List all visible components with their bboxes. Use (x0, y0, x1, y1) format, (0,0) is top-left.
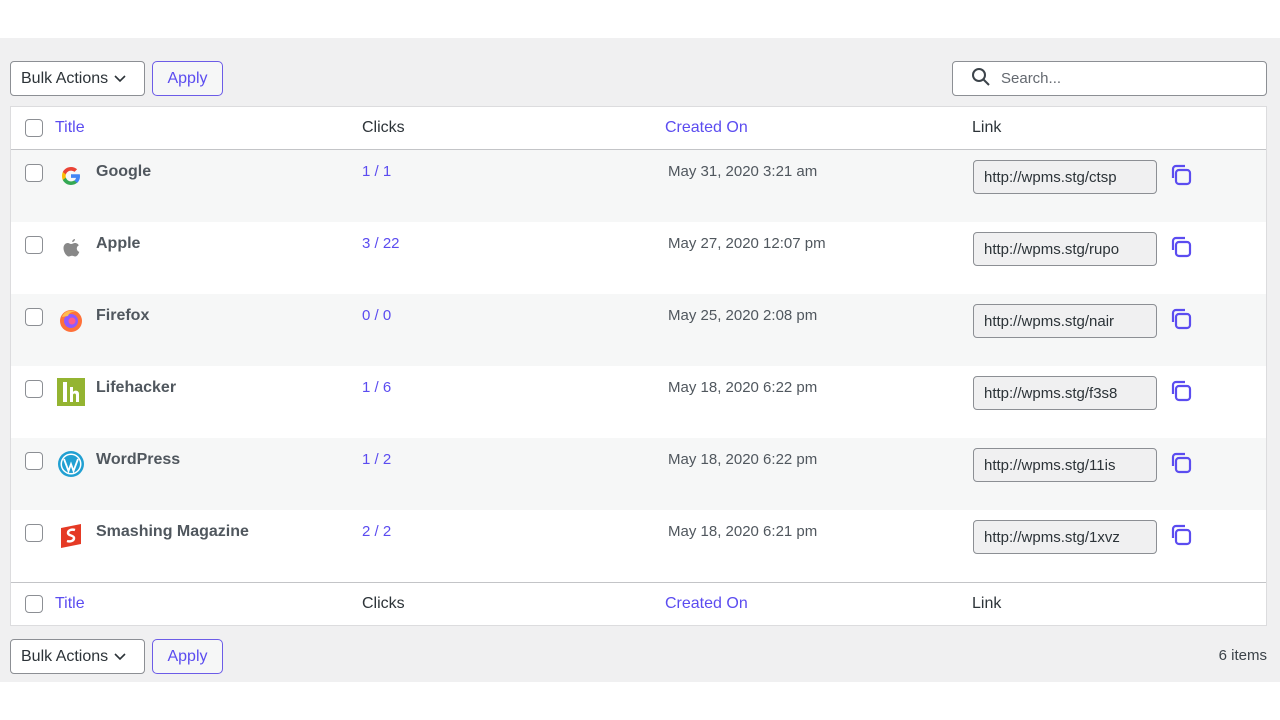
wordpress-icon (57, 450, 85, 478)
column-created-on[interactable]: Created On (665, 119, 748, 136)
row-created-on: May 25, 2020 2:08 pm (668, 307, 818, 324)
column-title[interactable]: Title (55, 119, 85, 136)
column-link-bottom: Link (972, 595, 1002, 612)
copy-icon[interactable] (1169, 307, 1193, 331)
row-checkbox[interactable] (25, 524, 43, 542)
links-table: Title Clicks Created On Link Google 1 / … (10, 106, 1267, 626)
chevron-down-icon (114, 648, 126, 666)
column-clicks-bottom: Clicks (362, 595, 405, 612)
table-row: Apple 3 / 22 May 27, 2020 12:07 pm http:… (11, 222, 1266, 294)
row-checkbox[interactable] (25, 380, 43, 398)
short-link-field[interactable]: http://wpms.stg/11is (973, 448, 1157, 482)
search-placeholder: Search... (1001, 70, 1062, 87)
table-footer: Title Clicks Created On Link (11, 582, 1266, 625)
table-row: WordPress 1 / 2 May 18, 2020 6:22 pm htt… (11, 438, 1266, 510)
column-clicks: Clicks (362, 119, 405, 136)
row-created-on: May 18, 2020 6:22 pm (668, 379, 818, 396)
row-clicks: 3 / 22 (362, 235, 400, 252)
item-count: 6 items (1218, 647, 1267, 664)
apply-button-bottom[interactable]: Apply (152, 639, 223, 674)
lifehacker-icon (57, 378, 85, 406)
smashing-magazine-icon (57, 522, 85, 550)
row-clicks: 1 / 1 (362, 163, 392, 180)
short-link-field[interactable]: http://wpms.stg/1xvz (973, 520, 1157, 554)
bulk-actions-label: Bulk Actions (21, 647, 109, 665)
row-checkbox[interactable] (25, 452, 43, 470)
table-row: Lifehacker 1 / 6 May 18, 2020 6:22 pm ht… (11, 366, 1266, 438)
row-checkbox[interactable] (25, 308, 43, 326)
row-created-on: May 27, 2020 12:07 pm (668, 235, 826, 252)
apply-button[interactable]: Apply (152, 61, 223, 96)
row-checkbox[interactable] (25, 236, 43, 254)
column-title-bottom[interactable]: Title (55, 595, 85, 612)
short-link-field[interactable]: http://wpms.stg/f3s8 (973, 376, 1157, 410)
bulk-actions-label: Bulk Actions (21, 69, 109, 87)
copy-icon[interactable] (1169, 451, 1193, 475)
row-title[interactable]: Firefox (96, 307, 150, 324)
row-title[interactable]: Google (96, 163, 152, 180)
short-link-field[interactable]: http://wpms.stg/nair (973, 304, 1157, 338)
row-clicks: 1 / 6 (362, 379, 392, 396)
row-created-on: May 18, 2020 6:22 pm (668, 451, 818, 468)
copy-icon[interactable] (1169, 235, 1193, 259)
chevron-down-icon (114, 70, 126, 88)
row-created-on: May 31, 2020 3:21 am (668, 163, 818, 180)
bulk-actions-select[interactable]: Bulk Actions (10, 61, 145, 96)
firefox-icon (57, 306, 85, 334)
row-checkbox[interactable] (25, 164, 43, 182)
copy-icon[interactable] (1169, 163, 1193, 187)
apple-icon (57, 234, 85, 262)
row-title[interactable]: Smashing Magazine (96, 523, 249, 540)
search-input[interactable]: Search... (952, 61, 1267, 96)
table-header: Title Clicks Created On Link (11, 107, 1266, 150)
table-row: Google 1 / 1 May 31, 2020 3:21 am http:/… (11, 150, 1266, 222)
table-row: Smashing Magazine 2 / 2 May 18, 2020 6:2… (11, 510, 1266, 582)
select-all-checkbox-bottom[interactable] (25, 595, 43, 613)
bulk-actions-select-bottom[interactable]: Bulk Actions (10, 639, 145, 674)
row-clicks: 1 / 2 (362, 451, 392, 468)
row-clicks: 2 / 2 (362, 523, 392, 540)
row-title[interactable]: Lifehacker (96, 379, 177, 396)
search-icon (971, 67, 991, 91)
copy-icon[interactable] (1169, 379, 1193, 403)
row-title[interactable]: WordPress (96, 451, 181, 468)
short-link-field[interactable]: http://wpms.stg/ctsp (973, 160, 1157, 194)
row-title[interactable]: Apple (96, 235, 141, 252)
google-icon (57, 162, 85, 190)
column-link: Link (972, 119, 1002, 136)
select-all-checkbox[interactable] (25, 119, 43, 137)
row-clicks: 0 / 0 (362, 307, 392, 324)
column-created-on-bottom[interactable]: Created On (665, 595, 748, 612)
copy-icon[interactable] (1169, 523, 1193, 547)
row-created-on: May 18, 2020 6:21 pm (668, 523, 818, 540)
short-link-field[interactable]: http://wpms.stg/rupo (973, 232, 1157, 266)
table-row: Firefox 0 / 0 May 25, 2020 2:08 pm http:… (11, 294, 1266, 366)
